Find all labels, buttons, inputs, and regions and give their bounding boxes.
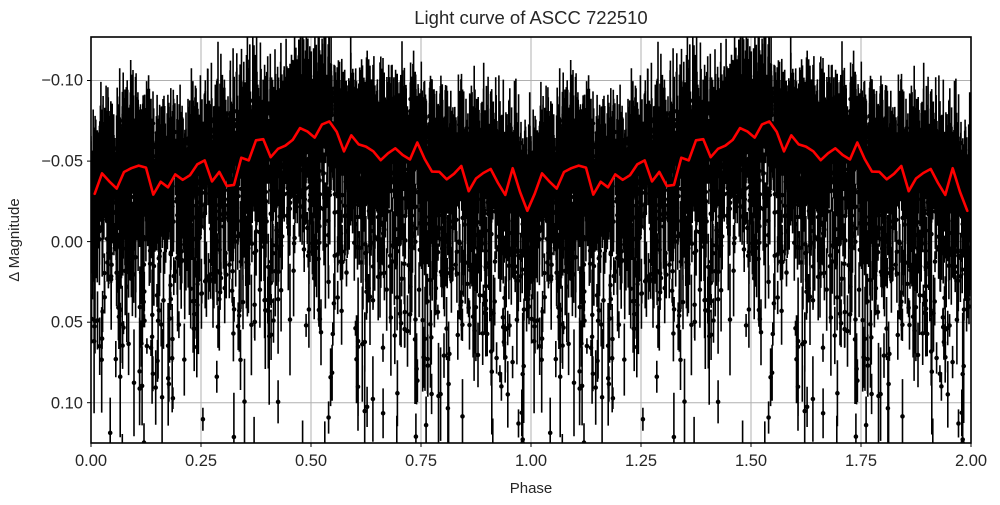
svg-text:1.50: 1.50 [735,452,767,470]
svg-text:Light curve of ASCC 722510: Light curve of ASCC 722510 [414,7,647,28]
svg-text:0.10: 0.10 [51,394,83,412]
svg-text:−0.05: −0.05 [41,152,83,170]
svg-text:0.50: 0.50 [295,452,327,470]
svg-text:0.00: 0.00 [75,452,107,470]
svg-text:1.00: 1.00 [515,452,547,470]
svg-text:0.05: 0.05 [51,313,83,331]
svg-text:0.25: 0.25 [185,452,217,470]
svg-text:2.00: 2.00 [955,452,987,470]
svg-text:1.75: 1.75 [845,452,877,470]
svg-text:Phase: Phase [510,480,553,497]
svg-text:Δ Magnitude: Δ Magnitude [6,198,23,281]
svg-text:0.75: 0.75 [405,452,437,470]
svg-text:0.00: 0.00 [51,233,83,251]
svg-text:−0.10: −0.10 [41,71,83,89]
svg-text:1.25: 1.25 [625,452,657,470]
